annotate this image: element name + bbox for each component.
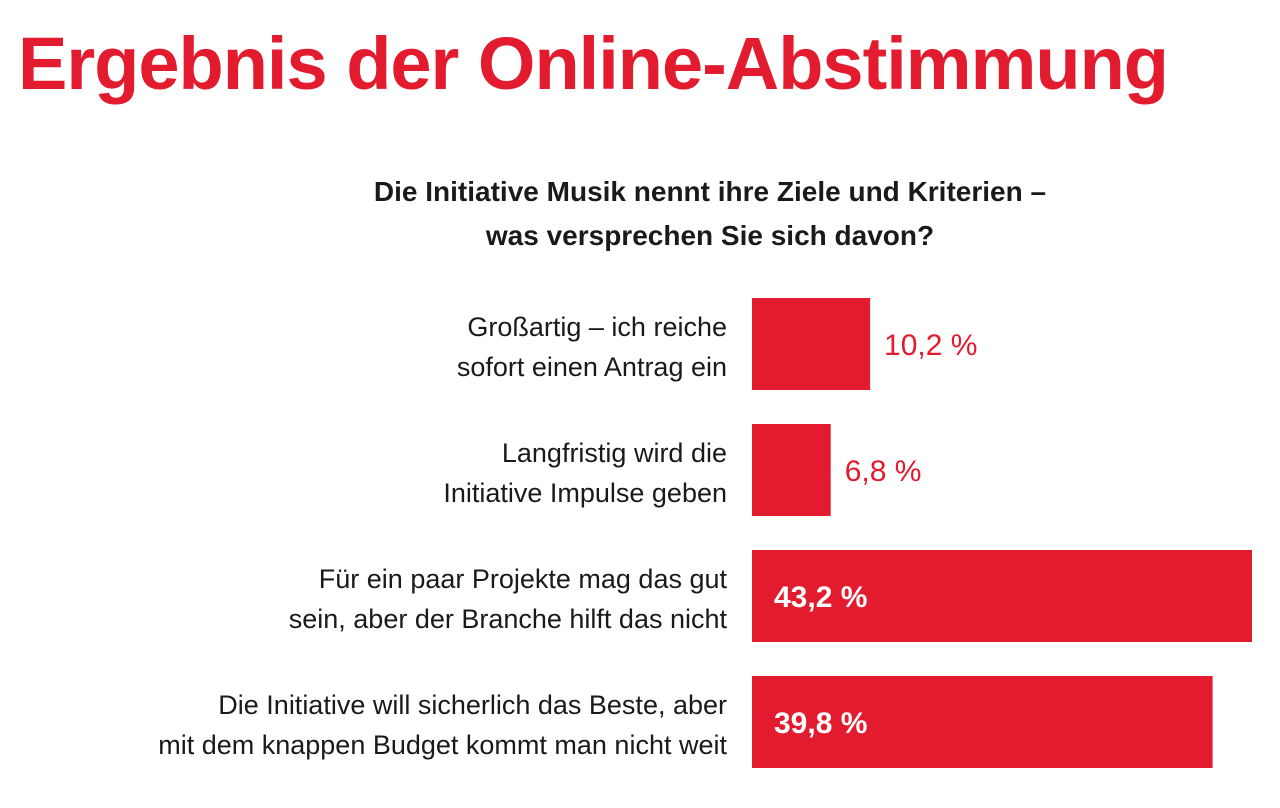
category-label-4-line-2: mit dem knappen Budget kommt man nicht w…	[158, 730, 727, 760]
chart-subtitle: Die Initiative Musik nennt ihre Ziele un…	[160, 170, 1260, 258]
value-label-3: 43,2 %	[774, 581, 867, 614]
bar-4	[752, 676, 1213, 768]
bar-1	[752, 298, 871, 390]
category-label-2-line-2: Initiative Impulse geben	[443, 478, 727, 508]
bar-row-3: Für ein paar Projekte mag das gut sein, a…	[289, 550, 1252, 642]
category-label-3-line-1: Für ein paar Projekte mag das gut	[319, 564, 728, 594]
category-label-4-line-1: Die Initiative will sicherlich das Beste…	[218, 690, 727, 720]
chart-subtitle-line-1: Die Initiative Musik nennt ihre Ziele un…	[373, 176, 1047, 207]
category-label-1-line-2: sofort einen Antrag ein	[457, 352, 727, 382]
category-label-3-line-2: sein, aber der Branche hilft das nicht	[289, 604, 728, 634]
bar-row-1: Großartig – ich reiche sofort einen Antra…	[457, 298, 977, 390]
bar-2	[752, 424, 831, 516]
category-label-1-line-1: Großartig – ich reiche	[467, 312, 727, 342]
value-label-2: 6,8 %	[845, 455, 922, 488]
chart-subtitle-line-2: was versprechen Sie sich davon?	[485, 220, 935, 251]
bar-3	[752, 550, 1252, 642]
category-label-2-line-1: Langfristig wird die	[502, 438, 727, 468]
chart-title: Ergebnis der Online-Abstimmung	[18, 22, 1169, 105]
value-label-4: 39,8 %	[774, 707, 867, 740]
bar-row-4: Die Initiative will sicherlich das Beste…	[158, 676, 1213, 768]
value-label-1: 10,2 %	[884, 329, 977, 362]
bar-row-2: Langfristig wird die Initiative Impulse g…	[443, 424, 921, 516]
